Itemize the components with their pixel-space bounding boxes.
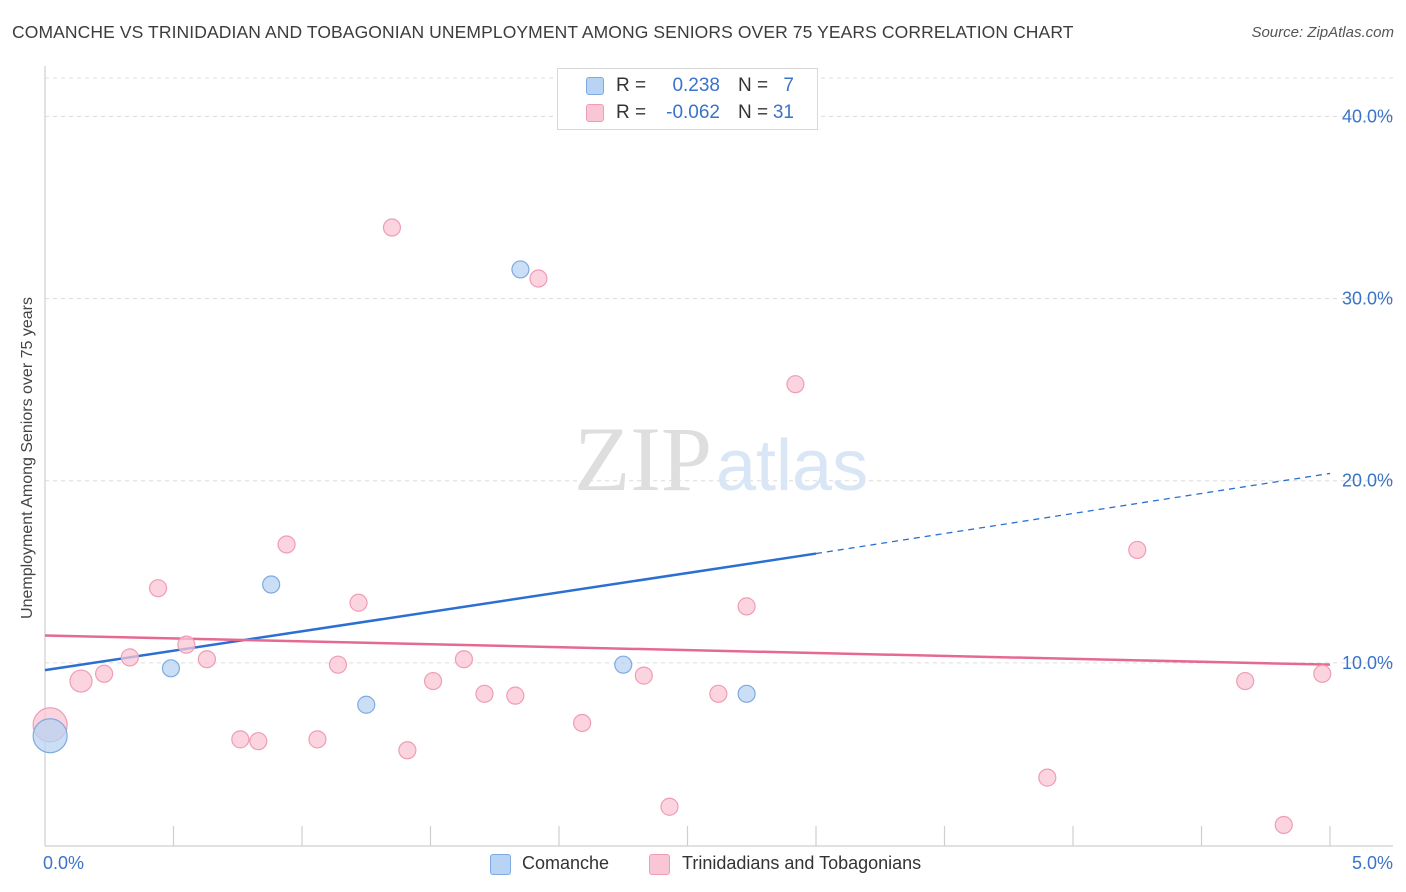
trinidadians-point <box>506 686 525 705</box>
trinidadians-point <box>177 635 196 654</box>
x-tick-label-left: 0.0% <box>43 853 84 873</box>
trinidadians-point <box>1313 664 1332 683</box>
r-value: -0.062 <box>666 102 720 123</box>
trinidadians-point <box>423 671 443 691</box>
trinidadians-point <box>1236 671 1255 691</box>
trinidadians-point <box>120 648 139 667</box>
r-value: 0.238 <box>672 75 720 96</box>
comanche-trend-extension <box>815 472 1331 555</box>
trinidadians-point <box>1274 815 1293 835</box>
trinidadians-point <box>660 797 679 816</box>
trinidadians-swatch <box>649 854 670 875</box>
comanche-point <box>511 260 530 279</box>
trinidadians-point <box>69 669 93 693</box>
trinidadians-swatch <box>586 104 604 122</box>
watermark-zip: ZIP <box>574 408 712 510</box>
trinidadians-point <box>573 713 592 733</box>
trinidadians-point <box>398 741 417 760</box>
trinidadians-point <box>786 375 805 394</box>
trend-lines <box>44 472 1331 672</box>
comanche-point <box>614 655 633 674</box>
legend-label: Trinidadians and Tobagonians <box>682 853 922 873</box>
trinidadians-point <box>328 655 348 674</box>
n-value: 31 <box>772 102 794 123</box>
trinidadians-point <box>277 535 296 554</box>
trinidadians-point <box>349 593 368 612</box>
trinidadians-point <box>382 218 402 237</box>
comanche-swatch <box>586 77 604 95</box>
trinidadians-point <box>95 664 114 683</box>
comanche-trend-line <box>44 552 817 672</box>
data-points <box>32 218 1332 835</box>
y-tick-label: 40.0% <box>1342 106 1393 126</box>
trinidadians-point <box>454 650 474 669</box>
x-tick-label-right: 5.0% <box>1352 853 1393 873</box>
n-value: 7 <box>783 75 794 96</box>
y-tick-label: 20.0% <box>1342 471 1393 491</box>
stats-legend: R = 0.238 N = 7 R = -0.062 N = 31 <box>557 68 818 130</box>
watermark-atlas: atlas <box>716 426 868 506</box>
y-tick-label: 30.0% <box>1342 289 1393 309</box>
stats-legend-row-comanche: R = 0.238 N = 7 <box>558 73 817 100</box>
trinidadians-point <box>249 732 268 751</box>
gridlines <box>45 77 1393 664</box>
trinidadians-point <box>529 269 548 288</box>
trinidadians-point <box>475 684 494 703</box>
trinidadians-point <box>737 597 756 616</box>
trinidadians-point <box>634 666 653 685</box>
stats-legend-row-trinidadians: R = -0.062 N = 31 <box>558 100 817 127</box>
n-label: N = <box>738 102 769 123</box>
trinidadians-point <box>231 730 250 749</box>
comanche-point <box>357 695 376 714</box>
series-legend: Comanche Trinidadians and Tobagonians <box>0 852 1406 878</box>
legend-label: Comanche <box>522 853 610 873</box>
comanche-swatch <box>490 854 511 875</box>
comanche-point <box>262 575 281 594</box>
trinidadians-point <box>1038 768 1057 787</box>
comanche-point <box>161 659 181 678</box>
y-tick-label: 10.0% <box>1342 653 1393 673</box>
trinidadians-point <box>197 650 217 669</box>
source-label: Source: ZipAtlas.com <box>1251 24 1394 41</box>
r-label: R = <box>616 75 647 96</box>
trinidadians-point <box>1128 540 1147 560</box>
comanche-point <box>737 684 756 703</box>
tick-labels: 10.0% 20.0% 30.0% 40.0% 0.0% 5.0% <box>43 106 1393 873</box>
trinidadians-trend-line <box>44 634 1331 666</box>
n-label: N = <box>738 75 769 96</box>
comanche-point <box>32 718 68 754</box>
r-label: R = <box>616 102 647 123</box>
trinidadians-point <box>308 730 327 749</box>
trinidadians-point <box>709 684 728 703</box>
watermark: ZIP atlas <box>574 408 868 510</box>
trinidadians-point <box>148 579 168 598</box>
chart-title: COMANCHE VS TRINIDADIAN AND TOBAGONIAN U… <box>12 22 1074 42</box>
